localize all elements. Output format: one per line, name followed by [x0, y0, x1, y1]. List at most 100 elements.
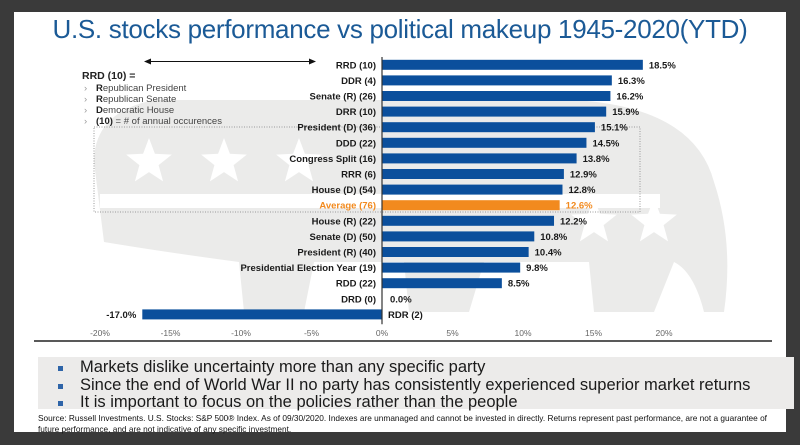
x-tick-label: 20%: [655, 328, 672, 338]
slide-panel: U.S. stocks performance vs political mak…: [14, 12, 794, 434]
takeaway-text: It is important to focus on the policies…: [80, 393, 518, 411]
value-label: 10.8%: [540, 232, 567, 243]
category-label: RRD (10): [336, 60, 376, 71]
legend-item-initial: D: [96, 105, 103, 116]
value-label: 14.5%: [592, 138, 619, 149]
category-label: DDD (22): [336, 138, 376, 149]
x-tick-label: 10%: [514, 328, 531, 338]
bar: [382, 278, 502, 289]
chart-title: U.S. stocks performance vs political mak…: [52, 14, 748, 44]
annotations: [93, 58, 641, 213]
bars-group: [142, 59, 643, 320]
legend-item-initial: R: [96, 94, 103, 105]
legend-item-text: = # of annual occurences: [112, 116, 222, 127]
takeaways-box: Markets dislike uncertainty more than an…: [38, 357, 794, 412]
source-note: Source: Russell Investments. U.S. Stocks…: [38, 413, 767, 434]
legend-item-text: epublican President: [102, 83, 187, 94]
average-bar: [382, 200, 560, 211]
takeaway-item: Markets dislike uncertainty more than an…: [38, 358, 794, 377]
takeaway-item: Since the end of World War II no party h…: [38, 375, 794, 395]
value-label: 9.8%: [526, 263, 548, 274]
value-label: 0.0%: [390, 294, 412, 305]
takeaways-list: Markets dislike uncertainty more than an…: [38, 357, 794, 412]
value-label: 18.5%: [649, 60, 676, 71]
bullet-square-icon: [58, 401, 63, 406]
x-tick-label: -5%: [304, 328, 320, 338]
takeaway-item: It is important to focus on the policies…: [38, 393, 794, 412]
x-tick-label: 5%: [446, 328, 459, 338]
category-labels: RRD (10) DDR (4) Senate (R) (26) DRR (10) Pr…: [240, 60, 422, 321]
bar: [382, 106, 607, 117]
takeaway-text: Markets dislike uncertainty more than an…: [80, 358, 486, 376]
category-label: Average (76): [319, 201, 376, 212]
legend-item-initial: R: [96, 83, 103, 94]
bar: [382, 247, 529, 257]
bar: [382, 169, 564, 179]
category-label: DRR (10): [336, 107, 376, 118]
bullet-square-icon: [58, 383, 63, 389]
bar: [382, 184, 563, 195]
legend-item-text: emocratic House: [102, 105, 175, 116]
bar-chart: RRD (10) DDR (4) Senate (R) (26) DRR (10) Pr…: [34, 57, 772, 342]
watermark-star-icon: [631, 198, 677, 242]
value-label: 15.1%: [601, 123, 628, 134]
bar: [382, 91, 611, 101]
legend-item: Republican Senate: [82, 94, 282, 105]
value-label: 13.8%: [583, 154, 610, 165]
category-label: Senate (D) (50): [309, 232, 376, 243]
legend-item-initial: (10): [96, 116, 113, 127]
category-label: House (R) (22): [312, 216, 376, 227]
bullet-square-icon: [58, 366, 63, 371]
value-label: -17.0%: [106, 310, 137, 321]
watermark-star-icon: [201, 138, 247, 182]
legend-item: Republican President: [82, 83, 282, 94]
x-tick-label: -20%: [90, 328, 110, 338]
category-label: Presidential Election Year (19): [240, 263, 376, 274]
value-label: 16.3%: [618, 76, 645, 87]
x-tick-label: 15%: [585, 328, 602, 338]
legend-item: Democratic House: [82, 105, 282, 116]
bar: [382, 215, 555, 226]
category-label: President (R) (40): [297, 248, 376, 259]
x-tick-labels: -20% -15% -10% -5% 0% 5% 10% 15% 20%: [90, 328, 673, 338]
value-labels: 18.5% 16.3% 16.2% 15.9% 15.1% 14.5% 13.8% 12.9%…: [106, 60, 676, 321]
value-label: 16.2%: [616, 92, 643, 103]
legend-item: (10) = # of annual occurences: [82, 116, 282, 127]
legend-item-text: epublican Senate: [102, 94, 177, 105]
watermark-star-icon: [571, 198, 617, 242]
category-label: DRD (0): [341, 294, 376, 305]
category-label: House (D) (54): [312, 185, 376, 196]
legend-title: RRD (10) =: [82, 70, 136, 82]
bar: [382, 122, 595, 133]
bar: [382, 75, 612, 86]
watermark-star-icon: [276, 138, 322, 182]
x-tick-label: 0%: [376, 328, 389, 338]
highlight-dotted-box: [93, 126, 641, 213]
category-label: RDD (22): [336, 279, 376, 290]
bar: [142, 309, 382, 320]
value-label: 12.2%: [560, 216, 587, 227]
legend-list: Republican PresidentRepublican SenateDem…: [82, 83, 282, 127]
arrow-right-icon: [309, 58, 316, 65]
value-label: 12.6%: [566, 201, 593, 212]
bar: [382, 262, 521, 273]
value-label: 10.4%: [535, 248, 562, 259]
bar: [382, 137, 587, 148]
value-label: 12.9%: [570, 170, 597, 181]
bar: [382, 231, 535, 242]
category-label: Congress Split (16): [289, 154, 376, 165]
category-label: RRR (6): [341, 170, 376, 181]
value-label: 8.5%: [508, 279, 530, 290]
legend-key: RRD (10) = Republican PresidentRepublica…: [82, 70, 282, 127]
watermark-star-icon: [126, 138, 172, 182]
value-label: 12.8%: [568, 185, 595, 196]
bar: [382, 153, 577, 164]
category-label: RDR (2): [388, 310, 423, 321]
takeaway-text: Since the end of World War II no party h…: [80, 375, 751, 394]
x-tick-label: -15%: [161, 328, 181, 338]
x-tick-label: -10%: [231, 328, 251, 338]
bar: [382, 59, 643, 70]
category-label: Senate (R) (26): [309, 92, 376, 103]
arrow-left-icon: [144, 58, 151, 65]
value-label: 15.9%: [612, 107, 639, 118]
